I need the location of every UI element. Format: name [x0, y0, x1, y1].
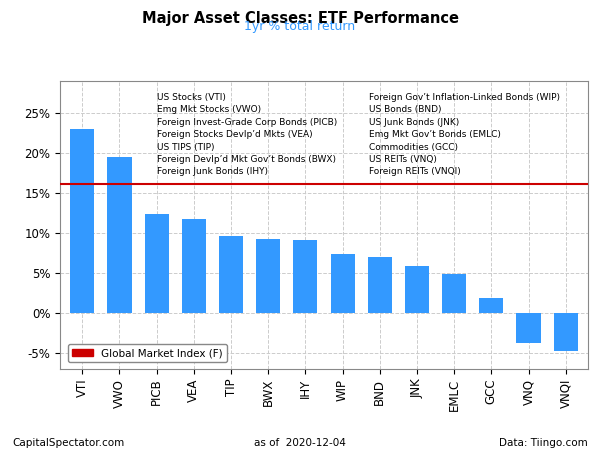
Bar [182, 220, 206, 313]
Bar [554, 313, 578, 351]
Text: Foreign Gov’t Inflation-Linked Bonds (WIP): Foreign Gov’t Inflation-Linked Bonds (WI… [368, 93, 560, 102]
Text: Foreign Invest-Grade Corp Bonds (PICB): Foreign Invest-Grade Corp Bonds (PICB) [157, 118, 337, 127]
Bar [442, 274, 466, 313]
Text: Emg Mkt Stocks (VWO): Emg Mkt Stocks (VWO) [157, 105, 261, 114]
Text: Foreign Devlp’d Mkt Gov’t Bonds (BWX): Foreign Devlp’d Mkt Gov’t Bonds (BWX) [157, 155, 335, 164]
Text: Foreign Stocks Devlp’d Mkts (VEA): Foreign Stocks Devlp’d Mkts (VEA) [157, 130, 313, 139]
Bar [405, 266, 429, 313]
Bar [70, 129, 94, 313]
Text: Commodities (GCC): Commodities (GCC) [368, 143, 458, 152]
Text: Foreign REITs (VNQI): Foreign REITs (VNQI) [368, 167, 460, 176]
Text: Emg Mkt Gov’t Bonds (EMLC): Emg Mkt Gov’t Bonds (EMLC) [368, 130, 500, 139]
Legend: Global Market Index (F): Global Market Index (F) [68, 344, 227, 362]
Text: Data: Tiingo.com: Data: Tiingo.com [499, 438, 588, 448]
Bar [145, 214, 169, 313]
Text: Foreign Junk Bonds (IHY): Foreign Junk Bonds (IHY) [157, 167, 268, 176]
Text: US Stocks (VTI): US Stocks (VTI) [157, 93, 226, 102]
Text: US REITs (VNQ): US REITs (VNQ) [368, 155, 436, 164]
Bar [219, 236, 243, 313]
Text: 1yr % total return: 1yr % total return [244, 20, 356, 33]
Text: US Bonds (BND): US Bonds (BND) [368, 105, 441, 114]
Text: US TIPS (TIP): US TIPS (TIP) [157, 143, 214, 152]
Bar [256, 239, 280, 313]
Bar [368, 257, 392, 313]
Text: Major Asset Classes: ETF Performance: Major Asset Classes: ETF Performance [142, 11, 458, 26]
Text: US Junk Bonds (JNK): US Junk Bonds (JNK) [368, 118, 459, 127]
Bar [293, 240, 317, 313]
Bar [517, 313, 541, 343]
Bar [479, 298, 503, 313]
Bar [107, 157, 131, 313]
Text: as of  2020-12-04: as of 2020-12-04 [254, 438, 346, 448]
Bar [331, 254, 355, 313]
Text: CapitalSpectator.com: CapitalSpectator.com [12, 438, 124, 448]
